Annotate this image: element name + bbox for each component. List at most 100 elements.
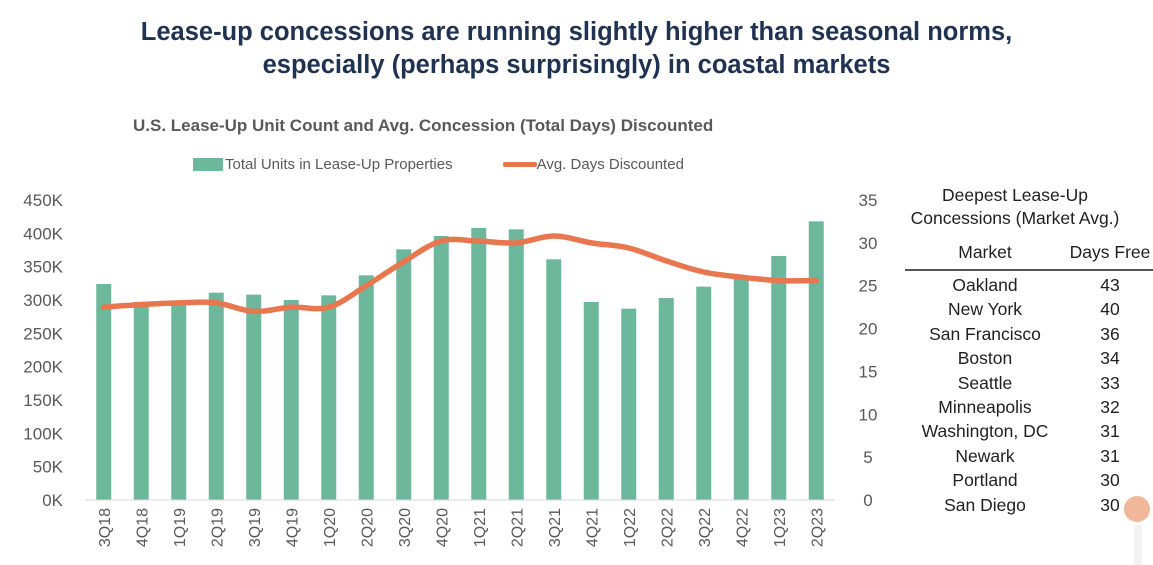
left-tick-label: 450K <box>23 191 63 210</box>
cell-days-free: 40 <box>1100 299 1120 320</box>
legend-label-days: Avg. Days Discounted <box>536 155 684 173</box>
table-title-line-2: Concessions (Market Avg.) <box>910 208 1120 228</box>
table-row: Newark 31 <box>905 444 1153 468</box>
table-title: Deepest Lease-Up Concessions (Market Avg… <box>905 184 1125 230</box>
bar-3Q19 <box>246 294 262 500</box>
bar-4Q19 <box>283 300 299 500</box>
concessions-table: Deepest Lease-Up Concessions (Market Avg… <box>905 184 1153 517</box>
left-tick-label: 100K <box>23 424 63 443</box>
left-tick-label: 50K <box>33 458 64 477</box>
bar-3Q18 <box>96 284 112 500</box>
table-row: Seattle 33 <box>905 371 1153 395</box>
x-tick-label: 3Q18 <box>97 508 114 547</box>
x-tick-label: 1Q21 <box>472 508 489 547</box>
legend-swatch-bar <box>193 157 223 171</box>
x-tick-label: 1Q23 <box>772 508 789 547</box>
table-row: San Francisco 36 <box>905 322 1153 346</box>
header-market: Market <box>958 242 1012 262</box>
left-tick-label: 150K <box>23 391 63 410</box>
x-tick-label: 2Q22 <box>659 508 676 547</box>
bar-2Q21 <box>508 229 524 501</box>
cell-days-free: 30 <box>1100 470 1120 491</box>
bar-4Q22 <box>733 278 749 500</box>
bar-series <box>96 221 824 501</box>
table-row: New York 40 <box>905 297 1153 321</box>
headline-line-1: Lease-up concessions are running slightl… <box>140 18 1013 46</box>
header-days-free: Days Free <box>1069 242 1151 262</box>
chart-title: U.S. Lease-Up Unit Count and Avg. Conces… <box>133 116 714 135</box>
x-tick-label: 4Q19 <box>284 508 301 547</box>
chart-legend: Total Units in Lease-Up Properties Avg. … <box>193 153 684 175</box>
table-row: Washington, DC 31 <box>905 419 1153 443</box>
legend-item-units: Total Units in Lease-Up Properties <box>193 156 453 173</box>
table-row: Minneapolis 32 <box>905 395 1153 419</box>
right-tick-label: 20 <box>859 320 878 339</box>
x-tick-label: 2Q19 <box>209 508 226 547</box>
avg-days-line <box>101 233 819 315</box>
left-tick-label: 250K <box>23 324 63 343</box>
x-axis: 3Q18 4Q18 1Q19 2Q19 3Q19 4Q19 1Q20 2Q20 3Q20 4Q20… <box>97 508 827 547</box>
bar-2Q20 <box>358 275 374 500</box>
x-tick-label: 3Q21 <box>547 508 564 547</box>
line-series-group <box>101 233 819 315</box>
bar-1Q23 <box>771 256 787 500</box>
x-tick-label: 1Q22 <box>622 508 639 547</box>
x-tick-label: 4Q21 <box>584 508 601 547</box>
table-row: San Diego 30 <box>905 493 1153 517</box>
table-row: Oakland 43 <box>905 273 1153 297</box>
bar-2Q23 <box>808 221 824 501</box>
right-tick-label: 0 <box>863 491 872 510</box>
bar-1Q22 <box>621 308 637 500</box>
cell-market: Portland <box>952 470 1018 491</box>
bar-2Q19 <box>208 292 224 500</box>
cell-market: Newark <box>955 445 1015 466</box>
cell-days-free: 30 <box>1100 494 1120 515</box>
bar-4Q20 <box>433 236 449 500</box>
scroll-track[interactable] <box>1134 525 1142 565</box>
x-tick-label: 3Q19 <box>247 508 264 547</box>
bar-4Q21 <box>583 302 599 500</box>
x-tick-label: 2Q20 <box>359 508 376 547</box>
x-tick-label: 4Q20 <box>434 508 451 547</box>
bar-3Q21 <box>546 259 562 500</box>
cell-market: Washington, DC <box>921 421 1049 442</box>
right-tick-label: 30 <box>859 234 878 253</box>
bar-4Q18 <box>133 302 149 500</box>
cell-days-free: 31 <box>1100 445 1120 466</box>
left-tick-label: 0K <box>42 491 63 510</box>
cell-days-free: 34 <box>1100 348 1120 369</box>
bar-1Q20 <box>321 295 337 500</box>
cell-market: Minneapolis <box>938 397 1032 418</box>
cell-days-free: 33 <box>1100 372 1120 393</box>
right-tick-label: 15 <box>859 362 878 381</box>
cell-market: San Francisco <box>929 323 1041 344</box>
right-tick-label: 10 <box>859 405 878 424</box>
left-tick-label: 350K <box>23 258 63 277</box>
bar-3Q20 <box>396 249 412 500</box>
cell-days-free: 31 <box>1100 421 1120 442</box>
cell-market: Boston <box>957 348 1013 369</box>
combo-chart: 0K 50K 100K 150K 200K 250K 300K 350K 400K 450K 0 5… <box>23 191 878 547</box>
x-tick-label: 4Q22 <box>734 508 751 547</box>
bar-2Q22 <box>658 298 674 500</box>
x-tick-label: 1Q19 <box>172 508 189 547</box>
x-tick-label: 4Q18 <box>134 508 151 547</box>
cell-market: Oakland <box>952 275 1018 295</box>
table-header: Market Days Free <box>905 242 1153 271</box>
cell-market: San Diego <box>944 494 1026 515</box>
cell-days-free: 32 <box>1100 397 1120 418</box>
bar-3Q22 <box>696 286 712 500</box>
cell-days-free: 36 <box>1100 323 1120 344</box>
bar-1Q19 <box>171 302 187 500</box>
scroll-thumb[interactable] <box>1124 496 1150 522</box>
right-axis: 0 5 10 15 20 25 30 35 <box>859 191 878 510</box>
cell-days-free: 43 <box>1100 275 1120 295</box>
right-tick-label: 25 <box>859 277 878 296</box>
x-tick-label: 3Q22 <box>697 508 714 547</box>
table-row: Boston 34 <box>905 346 1153 370</box>
bar-1Q21 <box>471 228 487 500</box>
cell-market: New York <box>948 299 1022 320</box>
right-tick-label: 35 <box>859 191 878 210</box>
left-tick-label: 300K <box>23 291 63 310</box>
headline: Lease-up concessions are running slightl… <box>0 16 1153 82</box>
